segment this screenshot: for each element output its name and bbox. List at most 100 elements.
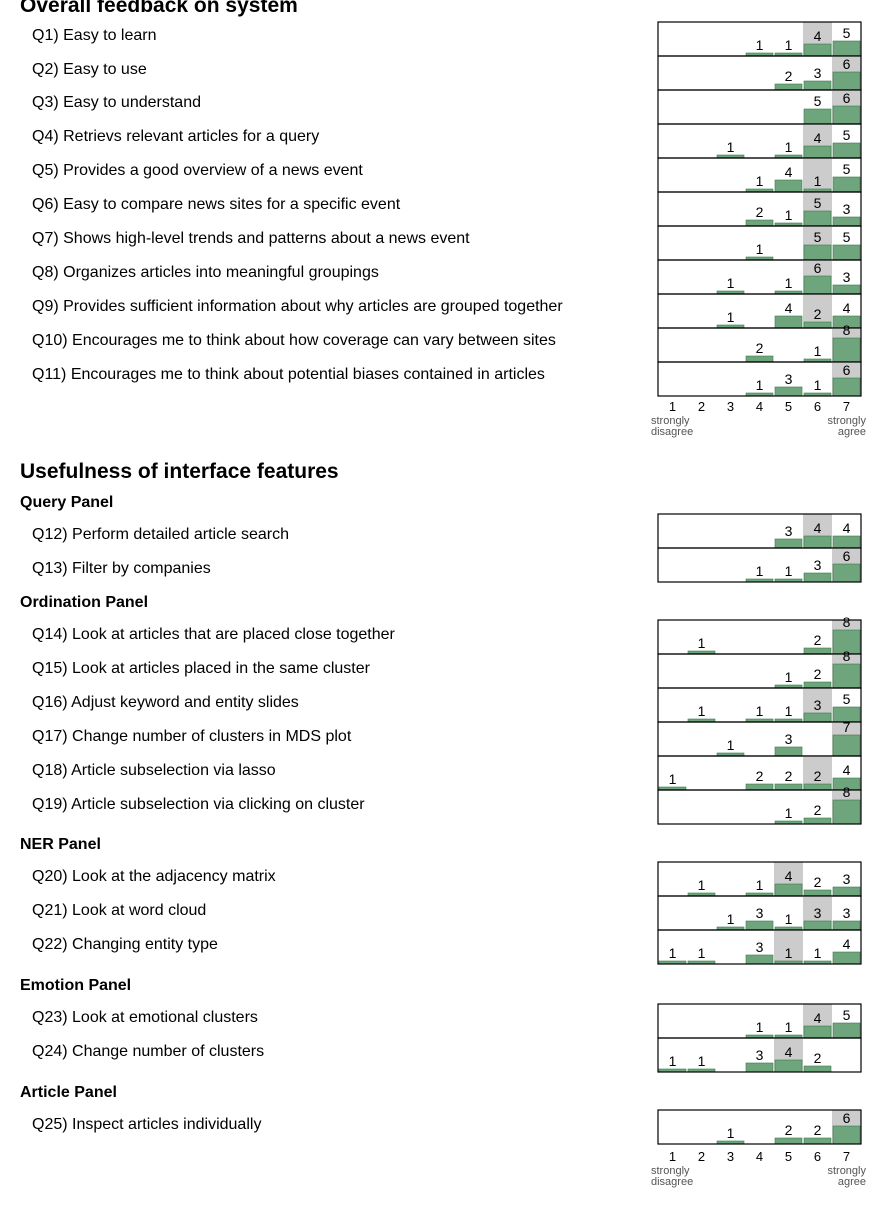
count-label-q15-6: 2	[814, 666, 822, 682]
bar-q21-6	[803, 920, 832, 931]
count-label-q18-5: 2	[785, 768, 793, 784]
question-label-q21: Q21) Look at word cloud	[32, 902, 207, 919]
count-label-q6-6: 5	[814, 195, 822, 211]
count-label-q21-6: 3	[814, 905, 822, 921]
count-label-q22-4: 3	[756, 939, 764, 955]
count-label-q23-5: 1	[785, 1019, 793, 1035]
count-label-q16-4: 1	[756, 703, 764, 719]
count-label-q11-7: 6	[843, 362, 851, 378]
bar-q24-6	[803, 1065, 832, 1073]
scale-right-label-1-line1: strongly	[827, 415, 866, 427]
response-box-q25	[657, 1109, 862, 1145]
count-label-q24-6: 2	[814, 1050, 822, 1066]
bar-q24-4	[745, 1062, 774, 1073]
count-label-q24-1: 1	[669, 1053, 677, 1069]
bar-q23-6	[803, 1025, 832, 1039]
count-label-q10-7: 8	[843, 322, 851, 338]
count-label-q5-6: 1	[814, 173, 822, 189]
question-label-q11: Q11) Encourages me to think about potent…	[32, 366, 545, 383]
count-label-q2-5: 2	[785, 68, 793, 84]
bar-q21-7	[832, 920, 861, 931]
scale-tick-1-1: 1	[669, 399, 676, 414]
bar-q20-7	[832, 886, 861, 897]
question-label-q19: Q19) Article subselection via clicking o…	[32, 796, 365, 813]
count-label-q9-7: 4	[843, 300, 851, 316]
count-label-q22-7: 4	[843, 936, 851, 952]
bar-q10-4	[745, 355, 774, 363]
question-label-q3: Q3) Easy to understand	[32, 94, 201, 111]
count-label-q6-7: 3	[843, 201, 851, 217]
count-label-q20-4: 1	[756, 877, 764, 893]
count-label-q13-6: 3	[814, 557, 822, 573]
question-label-q5: Q5) Provides a good overview of a news e…	[32, 162, 363, 179]
bar-q22-7	[832, 951, 861, 965]
count-label-q21-4: 3	[756, 905, 764, 921]
count-label-q1-5: 1	[785, 37, 793, 53]
question-label-q12: Q12) Perform detailed article search	[32, 526, 289, 543]
bar-q10-7	[832, 337, 861, 363]
count-label-q19-6: 2	[814, 802, 822, 818]
count-label-q4-3: 1	[727, 139, 735, 155]
question-label-q14: Q14) Look at articles that are placed cl…	[32, 626, 395, 643]
count-label-q5-5: 4	[785, 164, 793, 180]
count-label-q16-5: 1	[785, 703, 793, 719]
bar-q11-5	[774, 386, 803, 397]
count-label-q9-5: 4	[785, 300, 793, 316]
group-title-query-panel: Query Panel	[20, 494, 114, 511]
section-title-overall: Overall feedback on system	[20, 0, 298, 17]
count-label-q17-3: 1	[727, 737, 735, 753]
scale-tick-2-7: 7	[843, 1149, 850, 1164]
bar-q3-7	[832, 105, 861, 125]
bar-q14-6	[803, 647, 832, 655]
count-label-q9-3: 1	[727, 309, 735, 325]
bar-q9-5	[774, 315, 803, 329]
scale-right-label-2-line2: agree	[838, 1176, 866, 1188]
scale-tick-1-7: 7	[843, 399, 850, 414]
count-label-q14-6: 2	[814, 632, 822, 648]
bar-q5-7	[832, 176, 861, 193]
question-label-q25: Q25) Inspect articles individually	[32, 1116, 262, 1133]
count-label-q1-7: 5	[843, 25, 851, 41]
count-label-q23-6: 4	[814, 1010, 822, 1026]
bar-q13-7	[832, 563, 861, 583]
count-label-q11-6: 1	[814, 377, 822, 393]
scale-tick-2-1: 1	[669, 1149, 676, 1164]
question-label-q24: Q24) Change number of clusters	[32, 1043, 265, 1060]
question-label-q8: Q8) Organizes articles into meaningful g…	[32, 264, 379, 281]
count-label-q25-7: 6	[843, 1110, 851, 1126]
question-label-q17: Q17) Change number of clusters in MDS pl…	[32, 728, 352, 745]
count-label-q4-5: 1	[785, 139, 793, 155]
count-label-q24-2: 1	[698, 1053, 706, 1069]
count-label-q14-2: 1	[698, 635, 706, 651]
count-label-q7-6: 5	[814, 229, 822, 245]
count-label-q21-7: 3	[843, 905, 851, 921]
response-box-q13	[657, 547, 862, 583]
median-shade-q22	[774, 930, 803, 964]
count-label-q13-5: 1	[785, 563, 793, 579]
count-label-q20-2: 1	[698, 877, 706, 893]
count-label-q11-4: 1	[756, 377, 764, 393]
count-label-q7-7: 5	[843, 229, 851, 245]
question-label-q9: Q9) Provides sufficient information abou…	[32, 298, 563, 315]
bar-q23-7	[832, 1022, 861, 1039]
bar-q18-5	[774, 783, 803, 791]
group-title-ordination-panel: Ordination Panel	[20, 594, 149, 611]
count-label-q25-6: 2	[814, 1122, 822, 1138]
count-label-q1-4: 1	[756, 37, 764, 53]
bar-q4-6	[803, 145, 832, 159]
question-label-q15: Q15) Look at articles placed in the same…	[32, 660, 370, 677]
scale-tick-1-3: 3	[727, 399, 734, 414]
count-label-q3-6: 5	[814, 93, 822, 109]
bar-q25-6	[803, 1137, 832, 1145]
count-label-q4-7: 5	[843, 127, 851, 143]
count-label-q21-3: 1	[727, 911, 735, 927]
scale-tick-2-3: 3	[727, 1149, 734, 1164]
count-label-q11-5: 3	[785, 371, 793, 387]
scale-tick-1-5: 5	[785, 399, 792, 414]
question-label-q1: Q1) Easy to learn	[32, 27, 157, 44]
bar-q12-5	[774, 538, 803, 549]
question-label-q10: Q10) Encourages me to think about how co…	[32, 332, 556, 349]
count-label-q12-7: 4	[843, 520, 851, 536]
count-label-q8-3: 1	[727, 275, 735, 291]
